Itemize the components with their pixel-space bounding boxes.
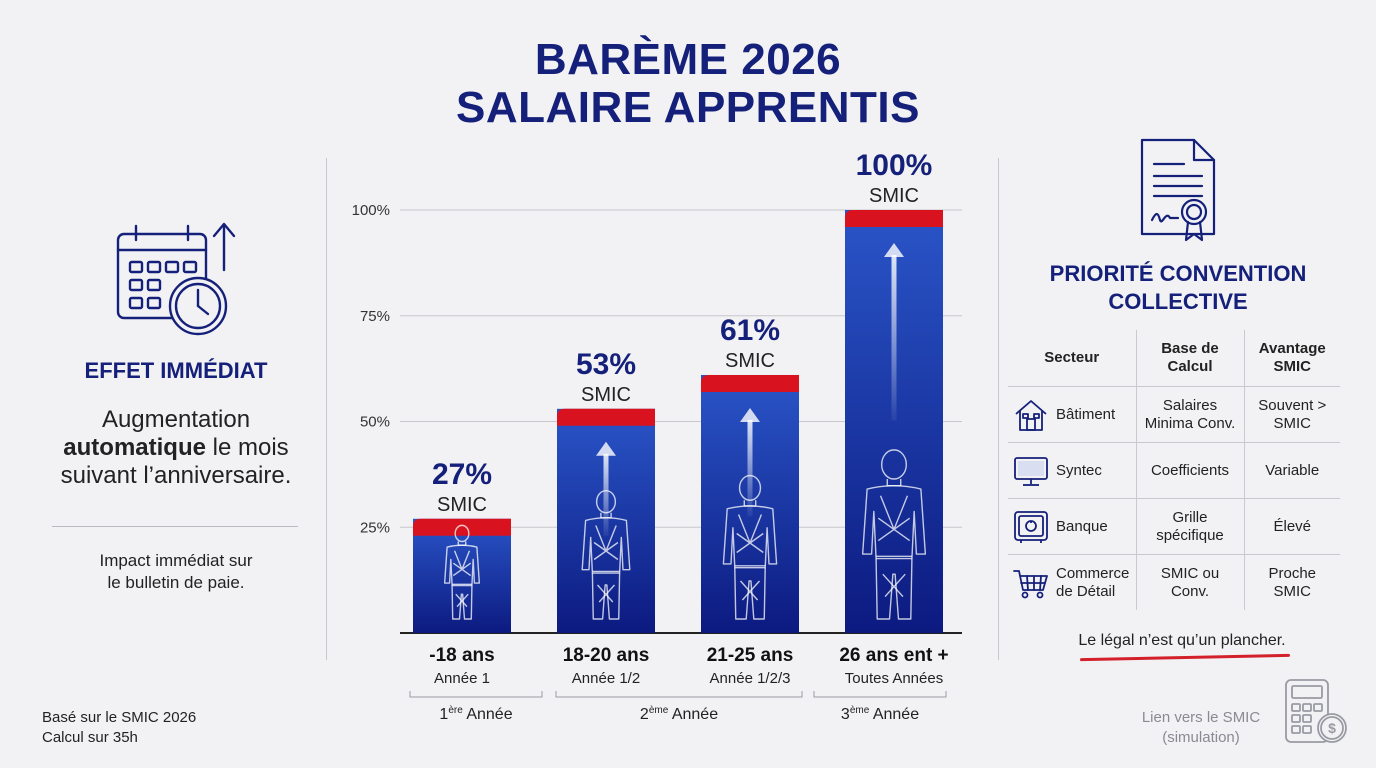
right-divider	[998, 158, 999, 660]
calendar-clock-icon	[116, 222, 236, 336]
sector-base: Coefficients	[1135, 442, 1244, 499]
category-label: 18-20 ans	[563, 645, 650, 666]
smic-link-line-1: Lien vers le SMIC	[1141, 709, 1261, 726]
category-sublabel: Année 1/2	[572, 670, 640, 687]
right-heading: PRIORITÉ CONVENTION COLLECTIVE	[1008, 260, 1348, 316]
value-label: 53%	[576, 348, 636, 381]
title-line-2: SALAIRE APPRENTIS	[455, 83, 921, 132]
person-figure	[722, 474, 778, 620]
bar-arrow-shaft	[747, 419, 753, 517]
legal-floor-note: Le légal n’est qu’un plancher.	[1078, 632, 1286, 649]
table-row: Commerce de Détail SMIC ou Conv. Proche …	[1008, 554, 1340, 610]
sector-name: Syntec	[1056, 461, 1102, 479]
year-bracket	[409, 691, 543, 698]
salary-bar-chart: 25% 50% 75% 100% 27% SMIC -18 ans Année 1 53% SM…	[352, 149, 962, 723]
person-figure	[443, 524, 481, 620]
footer-note: Basé sur le SMIC 2026 Calcul sur 35h	[42, 708, 196, 748]
left-body-text: Augmentation automatique le mois suivant…	[40, 406, 312, 490]
smic-link[interactable]: Lien vers le SMIC (simulation)	[1128, 708, 1274, 748]
svg-text:$: $	[1328, 720, 1336, 736]
table-row: Bâtiment Salaires Minima Conv. Souvent >…	[1008, 386, 1340, 443]
category-label: 21-25 ans	[707, 645, 794, 666]
bar	[413, 518, 511, 633]
note-underline	[1079, 653, 1291, 662]
title-line-1: BARÈME 2026	[534, 35, 842, 84]
value-unit-label: SMIC	[869, 185, 919, 207]
value-unit-label: SMIC	[725, 350, 775, 372]
sector-advantage: Variable	[1243, 442, 1340, 499]
value-label: 61%	[720, 314, 780, 347]
table-row: Syntec Coefficients Variable	[1008, 442, 1340, 499]
footer-line-2: Calcul sur 35h	[42, 729, 138, 746]
contract-certificate-icon	[1140, 138, 1216, 242]
sector-name: Bâtiment	[1056, 405, 1116, 423]
table-header-row: Secteur Base de Calcul Avantage SMIC	[1008, 330, 1340, 387]
left-body-pre: Augmentation	[101, 406, 251, 433]
impact-text: Impact immédiat sur le bulletin de paie.	[40, 550, 312, 594]
value-label: 100%	[856, 149, 933, 182]
sector-advantage: Élevé	[1243, 498, 1340, 555]
house-icon	[1015, 399, 1047, 431]
y-tick-label: 75%	[360, 308, 390, 325]
left-separator	[52, 526, 298, 527]
sector-name: Commerce de Détail	[1056, 564, 1130, 600]
bar-arrow-shaft	[891, 255, 897, 421]
sector-base: Salaires Minima Conv.	[1135, 386, 1244, 443]
bar-cap	[845, 210, 943, 227]
bar-cap	[557, 408, 655, 426]
impact-line-1: Impact immédiat sur	[99, 551, 253, 570]
right-heading-line-2: COLLECTIVE	[1108, 289, 1248, 314]
monitor-icon	[1014, 456, 1048, 486]
safe-icon	[1014, 510, 1048, 543]
sector-advantage: Souvent > SMIC	[1243, 386, 1340, 443]
y-tick-label: 50%	[360, 414, 390, 431]
person-figure	[861, 449, 927, 620]
bar-arrow-head	[596, 441, 616, 456]
col-header-base: Base de Calcul	[1135, 330, 1244, 387]
year-group-label: 1ère Année	[439, 705, 512, 723]
footer-line-1: Basé sur le SMIC 2026	[42, 709, 197, 726]
impact-line-2: le bulletin de paie.	[107, 573, 245, 592]
year-bracket	[813, 691, 947, 698]
category-sublabel: Année 1	[434, 670, 490, 687]
y-tick-label: 25%	[360, 519, 390, 536]
table-row: Banque Grille spécifique Élevé	[1008, 498, 1340, 555]
smic-link-line-2: (simulation)	[1162, 729, 1240, 746]
bar-arrow-head	[884, 243, 904, 257]
sector-base: SMIC ou Conv.	[1135, 554, 1244, 610]
bar-cap	[701, 374, 799, 392]
category-sublabel: Toutes Années	[845, 670, 943, 687]
category-sublabel: Année 1/2/3	[710, 670, 791, 687]
col-header-sector: Secteur	[1044, 349, 1100, 366]
bar-arrow-shaft	[603, 453, 609, 536]
value-unit-label: SMIC	[581, 384, 631, 406]
year-group-label: 3ème Année	[841, 705, 919, 723]
category-label: 26 ans ent +	[839, 645, 948, 666]
bar-cap	[413, 518, 511, 536]
y-tick-label: 100%	[352, 202, 390, 219]
calculator-icon[interactable]: $	[1282, 678, 1350, 746]
value-label: 27%	[432, 458, 492, 491]
shopping-cart-icon	[1013, 569, 1048, 598]
left-body-bold: automatique	[63, 434, 206, 461]
sector-base: Grille spécifique	[1135, 498, 1244, 555]
left-body-post: suivant l’anniversaire.	[60, 462, 292, 489]
col-header-advantage: Avantage SMIC	[1243, 330, 1340, 387]
category-label: -18 ans	[429, 645, 494, 666]
sector-name: Banque	[1056, 517, 1108, 535]
person-figure	[581, 489, 631, 620]
left-body-mid: le mois	[212, 434, 289, 461]
left-heading: EFFET IMMÉDIAT	[84, 358, 268, 383]
year-group-label: 2ème Année	[640, 705, 718, 723]
left-divider	[326, 158, 327, 660]
value-unit-label: SMIC	[437, 494, 487, 516]
right-heading-line-1: PRIORITÉ CONVENTION	[1049, 261, 1307, 286]
year-bracket	[555, 691, 803, 698]
sector-advantage: Proche SMIC	[1243, 554, 1340, 610]
bar-arrow-head	[740, 407, 760, 422]
convention-table: Secteur Base de Calcul Avantage SMIC Bât…	[1008, 330, 1340, 610]
